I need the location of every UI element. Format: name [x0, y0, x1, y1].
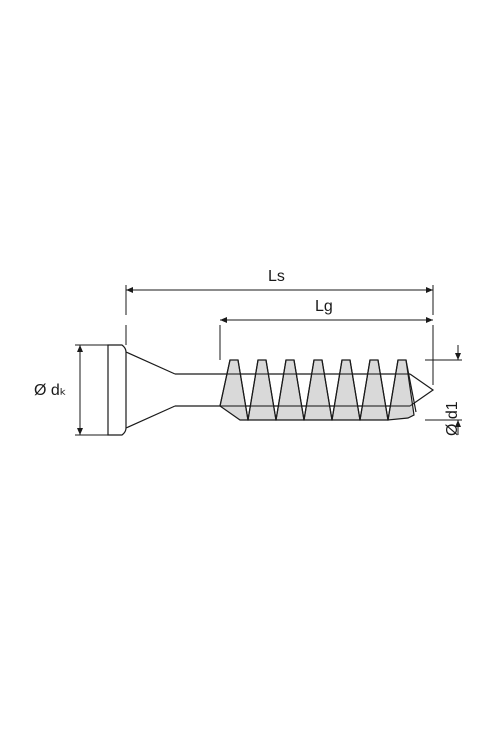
screw-diagram: Ls Lg Ø dₖ Ø d1 — [30, 260, 470, 460]
label-d1: Ø d1 — [444, 401, 462, 436]
label-lg: Lg — [315, 298, 333, 316]
thread-crests — [220, 360, 416, 420]
screw-body — [108, 345, 433, 435]
label-ls: Ls — [268, 268, 285, 286]
label-dk: Ø dₖ — [34, 380, 67, 400]
screw-svg — [30, 260, 470, 540]
